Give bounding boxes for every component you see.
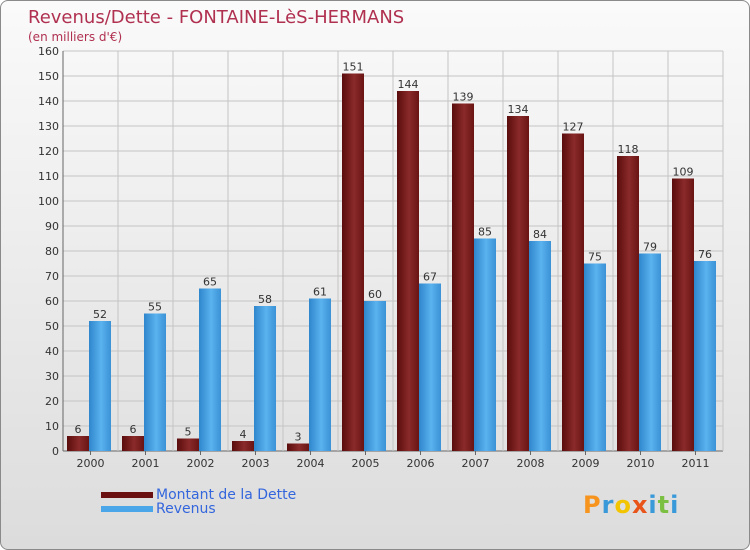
bar-revenus <box>584 263 606 451</box>
x-tick-label: 2000 <box>77 457 105 470</box>
data-label-revenus: 58 <box>258 293 272 306</box>
data-label-revenus: 76 <box>698 248 712 261</box>
data-label-dette: 127 <box>563 121 584 134</box>
data-label-dette: 139 <box>453 91 474 104</box>
data-label-dette: 6 <box>130 423 137 436</box>
y-tick-label: 110 <box>38 170 59 183</box>
data-label-dette: 109 <box>673 166 694 179</box>
data-label-dette: 5 <box>185 426 192 439</box>
bar-dette <box>67 436 89 451</box>
logo-letter: x <box>631 491 649 519</box>
bar-dette <box>177 438 199 451</box>
data-label-dette: 151 <box>343 61 364 74</box>
data-label-dette: 3 <box>295 431 302 444</box>
chart-subtitle: (en milliers d'€) <box>28 30 123 44</box>
bar-revenus <box>474 238 496 451</box>
legend-swatch-revenus <box>101 506 153 512</box>
bar-dette <box>672 178 694 451</box>
bar-dette <box>232 441 254 451</box>
bar-dette <box>507 116 529 451</box>
data-label-revenus: 65 <box>203 276 217 289</box>
x-tick-label: 2003 <box>242 457 270 470</box>
bar-revenus <box>529 241 551 451</box>
x-tick-label: 2005 <box>352 457 380 470</box>
logo-letter: i <box>648 491 658 519</box>
bar-dette <box>122 436 144 451</box>
logo-letter: i <box>670 491 680 519</box>
legend-item-dette: Montant de la Dette <box>101 487 296 503</box>
x-tick-label: 2010 <box>627 457 655 470</box>
bar-revenus <box>694 261 716 451</box>
bar-dette <box>397 91 419 451</box>
data-label-dette: 134 <box>508 103 529 116</box>
data-label-revenus: 55 <box>148 301 162 314</box>
y-tick-label: 70 <box>45 270 59 283</box>
data-label-revenus: 84 <box>533 228 547 241</box>
bar-revenus <box>309 298 331 451</box>
y-tick-label: 120 <box>38 145 59 158</box>
data-label-dette: 144 <box>398 78 419 91</box>
bar-dette <box>617 156 639 451</box>
y-tick-label: 10 <box>45 420 59 433</box>
legend-item-revenus: Revenus <box>101 501 216 517</box>
y-tick-label: 100 <box>38 195 59 208</box>
bar-dette <box>342 73 364 451</box>
data-label-revenus: 67 <box>423 271 437 284</box>
y-tick-label: 140 <box>38 95 59 108</box>
y-tick-label: 40 <box>45 345 59 358</box>
bar-dette <box>562 133 584 451</box>
y-tick-label: 80 <box>45 245 59 258</box>
y-tick-label: 130 <box>38 120 59 133</box>
logo-letter: t <box>657 491 671 519</box>
data-label-revenus: 85 <box>478 226 492 239</box>
bar-revenus <box>89 321 111 451</box>
x-tick-label: 2004 <box>297 457 325 470</box>
proxiti-logo: Proxiti <box>583 491 679 519</box>
y-tick-label: 60 <box>45 295 59 308</box>
bar-revenus <box>144 313 166 451</box>
y-tick-label: 160 <box>38 45 59 58</box>
y-tick-label: 50 <box>45 320 59 333</box>
x-tick-label: 2008 <box>517 457 545 470</box>
x-tick-label: 2009 <box>572 457 600 470</box>
bar-revenus <box>254 306 276 451</box>
x-tick-label: 2001 <box>132 457 160 470</box>
chart-title: Revenus/Dette - FONTAINE-LèS-HERMANS <box>28 7 405 28</box>
y-tick-label: 0 <box>52 445 59 458</box>
x-tick-label: 2006 <box>407 457 435 470</box>
y-tick-label: 90 <box>45 220 59 233</box>
y-tick-label: 20 <box>45 395 59 408</box>
x-tick-label: 2007 <box>462 457 490 470</box>
y-tick-label: 150 <box>38 70 59 83</box>
y-tick-label: 30 <box>45 370 59 383</box>
logo-letter: P <box>583 491 602 519</box>
data-label-revenus: 52 <box>93 308 107 321</box>
bar-revenus <box>364 301 386 451</box>
bar-revenus <box>419 283 441 451</box>
data-label-revenus: 61 <box>313 286 327 299</box>
data-label-revenus: 60 <box>368 288 382 301</box>
logo-letter: r <box>601 491 615 519</box>
bar-dette <box>287 443 309 451</box>
logo-letter: o <box>614 491 632 519</box>
x-tick-label: 2011 <box>682 457 710 470</box>
data-label-dette: 6 <box>75 423 82 436</box>
bar-revenus <box>639 253 661 451</box>
legend-label-dette: Montant de la Dette <box>156 487 297 503</box>
bar-revenus <box>199 288 221 451</box>
data-label-revenus: 79 <box>643 241 657 254</box>
x-tick-label: 2002 <box>187 457 215 470</box>
bar-dette <box>452 103 474 451</box>
data-label-dette: 118 <box>618 143 639 156</box>
data-label-revenus: 75 <box>588 251 602 264</box>
data-label-dette: 4 <box>240 428 247 441</box>
legend-label-revenus: Revenus <box>156 501 216 517</box>
legend-swatch-dette <box>101 492 153 498</box>
